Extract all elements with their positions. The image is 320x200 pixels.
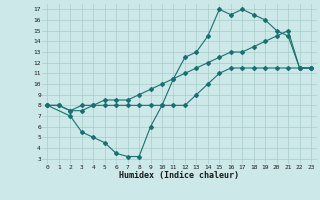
X-axis label: Humidex (Indice chaleur): Humidex (Indice chaleur) xyxy=(119,171,239,180)
